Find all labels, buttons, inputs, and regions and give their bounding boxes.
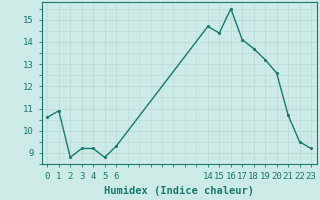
X-axis label: Humidex (Indice chaleur): Humidex (Indice chaleur) — [104, 186, 254, 196]
